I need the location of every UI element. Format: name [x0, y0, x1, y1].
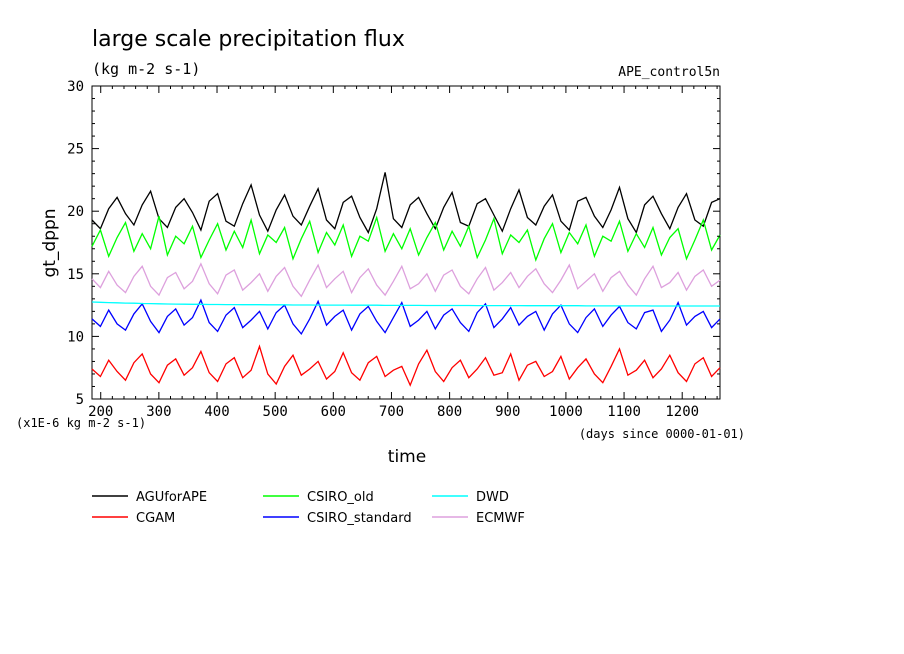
x-tick-label: 700 — [379, 404, 404, 420]
legend-label: DWD — [476, 490, 509, 505]
legend-label: CSIRO_standard — [307, 511, 412, 526]
series-line-dwd — [91, 301, 720, 307]
x-tick-label: 500 — [263, 404, 288, 420]
x-tick-label: 900 — [495, 404, 520, 420]
y-tick-label: 25 — [67, 142, 84, 158]
y-tick-label: 30 — [67, 79, 84, 95]
run-label: APE_control5n — [618, 65, 720, 80]
x-tick-label: 1000 — [549, 404, 583, 420]
legend-label: CSIRO_old — [307, 490, 374, 505]
x-tick-label: 1200 — [665, 404, 699, 420]
y-axis-label: gt_dppn — [40, 208, 60, 277]
x-tick-label: 800 — [437, 404, 462, 420]
x-tick-label: 1100 — [607, 404, 641, 420]
legend-label: CGAM — [136, 511, 175, 526]
series-line-csiro-standard — [91, 298, 721, 336]
chart-units: (kg m-2 s-1) — [92, 60, 200, 78]
x-tick-label: 200 — [88, 404, 113, 420]
x-unit-note: (days since 0000-01-01) — [579, 427, 745, 441]
plot-frame — [91, 85, 721, 400]
legend: AGUforAPE CGAM CSIRO_old CSIRO_standard DWD E… — [92, 490, 525, 526]
series-line-aguforape — [91, 172, 721, 235]
legend-label: AGUforAPE — [136, 490, 207, 505]
x-tick-label: 600 — [321, 404, 346, 420]
x-axis-label: time — [388, 447, 426, 467]
series-layer — [91, 172, 721, 387]
y-tick-label: 5 — [76, 392, 84, 408]
tick-layer: 200 300 400 500 600 700 800 900 1000 1100 1200 5 10 1… — [67, 79, 720, 420]
x-tick-label: 400 — [204, 404, 229, 420]
series-line-ecmwf — [91, 262, 721, 298]
series-line-cgam — [91, 344, 721, 387]
series-line-csiro-old — [91, 215, 721, 263]
x-tick-label: 300 — [146, 404, 171, 420]
y-tick-label: 10 — [67, 329, 84, 345]
y-tick-label: 20 — [67, 204, 84, 220]
y-scale-note: (x1E-6 kg m-2 s-1) — [16, 416, 146, 430]
y-tick-label: 15 — [67, 267, 84, 283]
legend-label: ECMWF — [476, 511, 525, 526]
chart-title: large scale precipitation flux — [92, 27, 405, 52]
